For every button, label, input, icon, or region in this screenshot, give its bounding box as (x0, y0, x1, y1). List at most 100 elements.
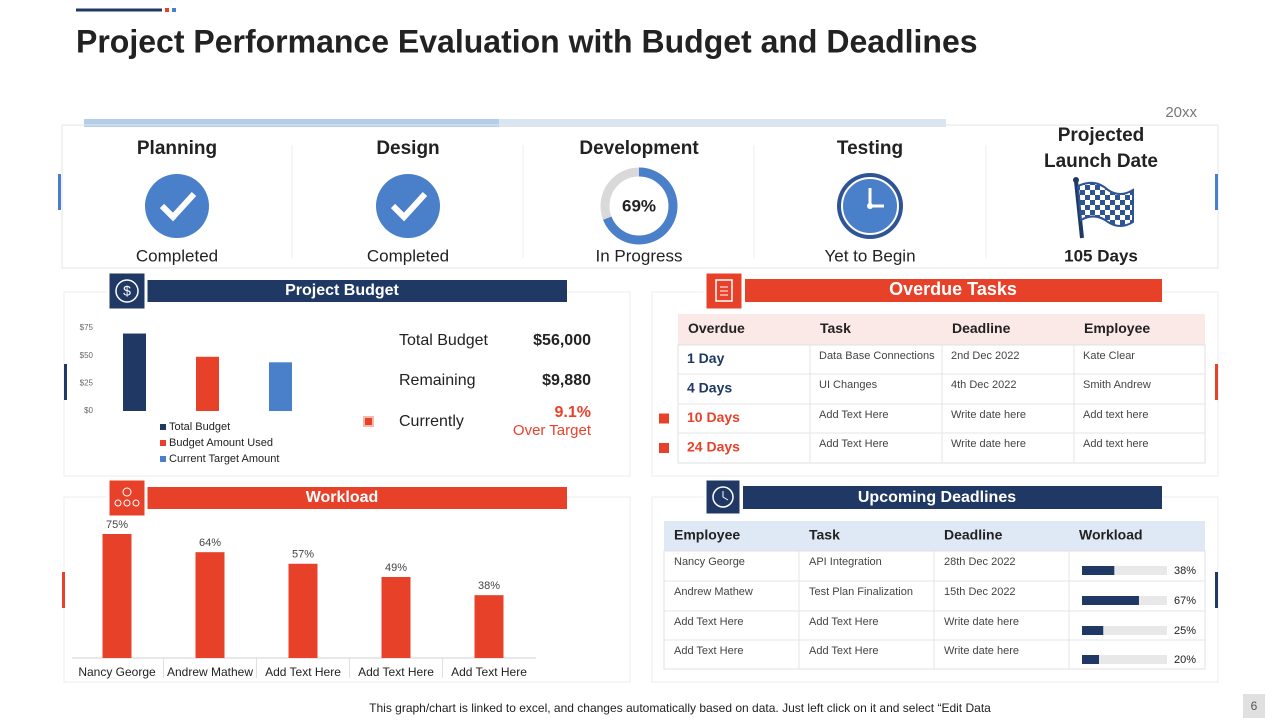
overdue-days: 1 Day (687, 350, 725, 366)
table-cell: Add Text Here (809, 645, 879, 657)
stage-status: 105 Days (1064, 246, 1138, 265)
stat-label: Total Budget (399, 332, 489, 349)
bar (102, 534, 132, 658)
header-dot (172, 8, 176, 12)
section-title: Upcoming Deadlines (858, 489, 1016, 506)
table-cell: 28th Dec 2022 (944, 556, 1016, 568)
deadline-icon (703, 477, 743, 517)
workload-track (1082, 655, 1167, 664)
column-header: Overdue (688, 320, 745, 336)
footer-note: This graph/chart is linked to excel, and… (369, 701, 991, 715)
marker (365, 418, 372, 425)
page-box (1243, 694, 1265, 718)
section-bar (745, 279, 1162, 302)
legend-label: Total Budget (169, 421, 230, 433)
y-tick-label: $50 (80, 351, 94, 360)
donut-label: 69% (622, 196, 656, 215)
table-cell: Nancy George (674, 556, 745, 568)
legend-swatch (160, 440, 166, 446)
y-tick-label: $0 (84, 406, 93, 415)
overdue-days: 4 Days (687, 380, 732, 396)
workload-bar (1082, 596, 1139, 605)
table-cell: Add text here (1083, 438, 1148, 450)
accent (1215, 364, 1218, 400)
x-tick-label: Andrew Mathew (167, 665, 253, 679)
team-icon (106, 477, 148, 519)
table-cell: Data Base Connections (819, 350, 935, 362)
stat-value: 9.1% (555, 404, 591, 421)
section-bar (145, 487, 567, 509)
column-header: Task (820, 320, 851, 336)
table-cell: Add Text Here (674, 616, 744, 628)
column-header: Task (809, 527, 840, 543)
stage-status: Completed (367, 246, 449, 265)
marker (659, 443, 669, 453)
workload-track (1082, 626, 1167, 635)
bar (288, 563, 318, 658)
table-cell: UI Changes (819, 379, 878, 391)
x-tick-label: Add Text Here (451, 665, 527, 679)
tasks-icon (703, 270, 745, 312)
legend-swatch (160, 456, 166, 462)
accent (58, 174, 61, 210)
accent (1215, 572, 1218, 608)
stage-dividers (291, 145, 987, 258)
year: 20xx (1165, 104, 1197, 121)
table-cell: Andrew Mathew (674, 586, 753, 598)
table-cell: Add Text Here (819, 438, 889, 450)
check-icon (145, 174, 209, 238)
stage-title: Design (376, 138, 439, 159)
accent (64, 364, 67, 400)
progress-done (84, 119, 499, 127)
stage-title: Planning (137, 138, 217, 159)
page-number: 6 (1251, 699, 1258, 713)
workload-bar (1082, 566, 1115, 575)
legend-label: Budget Amount Used (169, 437, 273, 449)
bar (269, 362, 292, 411)
stage-title: Launch Date (1044, 151, 1158, 172)
stage-title: Development (579, 138, 699, 159)
value-label: 57% (292, 549, 314, 561)
stage-title: Projected (1058, 125, 1145, 146)
donut-arc (600, 167, 678, 245)
overdue-days: 24 Days (687, 439, 740, 455)
column-header: Workload (1079, 527, 1143, 543)
table-cell: Add Text Here (819, 409, 889, 421)
table-cell: Write date here (944, 645, 1019, 657)
stat-note: Over Target (513, 422, 592, 439)
stage-status: Completed (136, 246, 218, 265)
bar (381, 576, 411, 658)
table-cell: 2nd Dec 2022 (951, 350, 1020, 362)
bar (123, 333, 146, 411)
budget-icon: $ (106, 270, 148, 312)
workload-track (1082, 566, 1167, 575)
stage-status: In Progress (596, 246, 683, 265)
table-cell: Kate Clear (1083, 350, 1135, 362)
table-cell: Write date here (944, 616, 1019, 628)
workload-label: 67% (1174, 595, 1196, 607)
workload-bar (1082, 626, 1104, 635)
accent (1215, 174, 1218, 210)
section-title: Overdue Tasks (889, 279, 1017, 299)
x-tick-label: Add Text Here (358, 665, 434, 679)
value-label: 49% (385, 562, 407, 574)
workload-panel (63, 496, 631, 683)
svg-text:$: $ (123, 283, 131, 299)
marker (659, 413, 669, 424)
section-bar (743, 486, 1162, 509)
header-dot (165, 8, 169, 12)
legend-swatch (160, 424, 166, 430)
y-tick-label: $75 (80, 323, 94, 332)
y-tick-label: $25 (80, 378, 94, 387)
x-tick-label: Nancy George (78, 665, 156, 679)
bar (474, 595, 504, 658)
stage-title: Testing (837, 138, 903, 159)
workload-label: 25% (1174, 625, 1196, 637)
column-header: Employee (1084, 320, 1150, 336)
section-bar (145, 280, 567, 302)
column-header: Deadline (952, 320, 1011, 336)
x-tick-label: Add Text Here (265, 665, 341, 679)
overdue-days: 10 Days (687, 409, 740, 425)
stage-status: Yet to Begin (824, 246, 915, 265)
